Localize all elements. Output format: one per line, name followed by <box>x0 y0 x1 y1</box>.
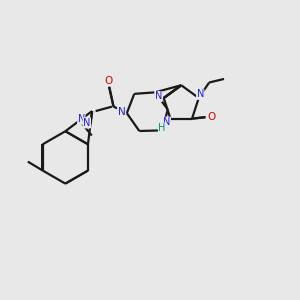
Text: N: N <box>155 92 162 101</box>
Text: N: N <box>163 117 170 127</box>
Text: N: N <box>83 118 91 128</box>
Text: H: H <box>158 123 166 133</box>
Text: N: N <box>118 107 125 117</box>
Text: O: O <box>208 112 216 122</box>
Text: O: O <box>105 76 113 86</box>
Text: N: N <box>196 89 204 99</box>
Text: N: N <box>78 114 85 124</box>
